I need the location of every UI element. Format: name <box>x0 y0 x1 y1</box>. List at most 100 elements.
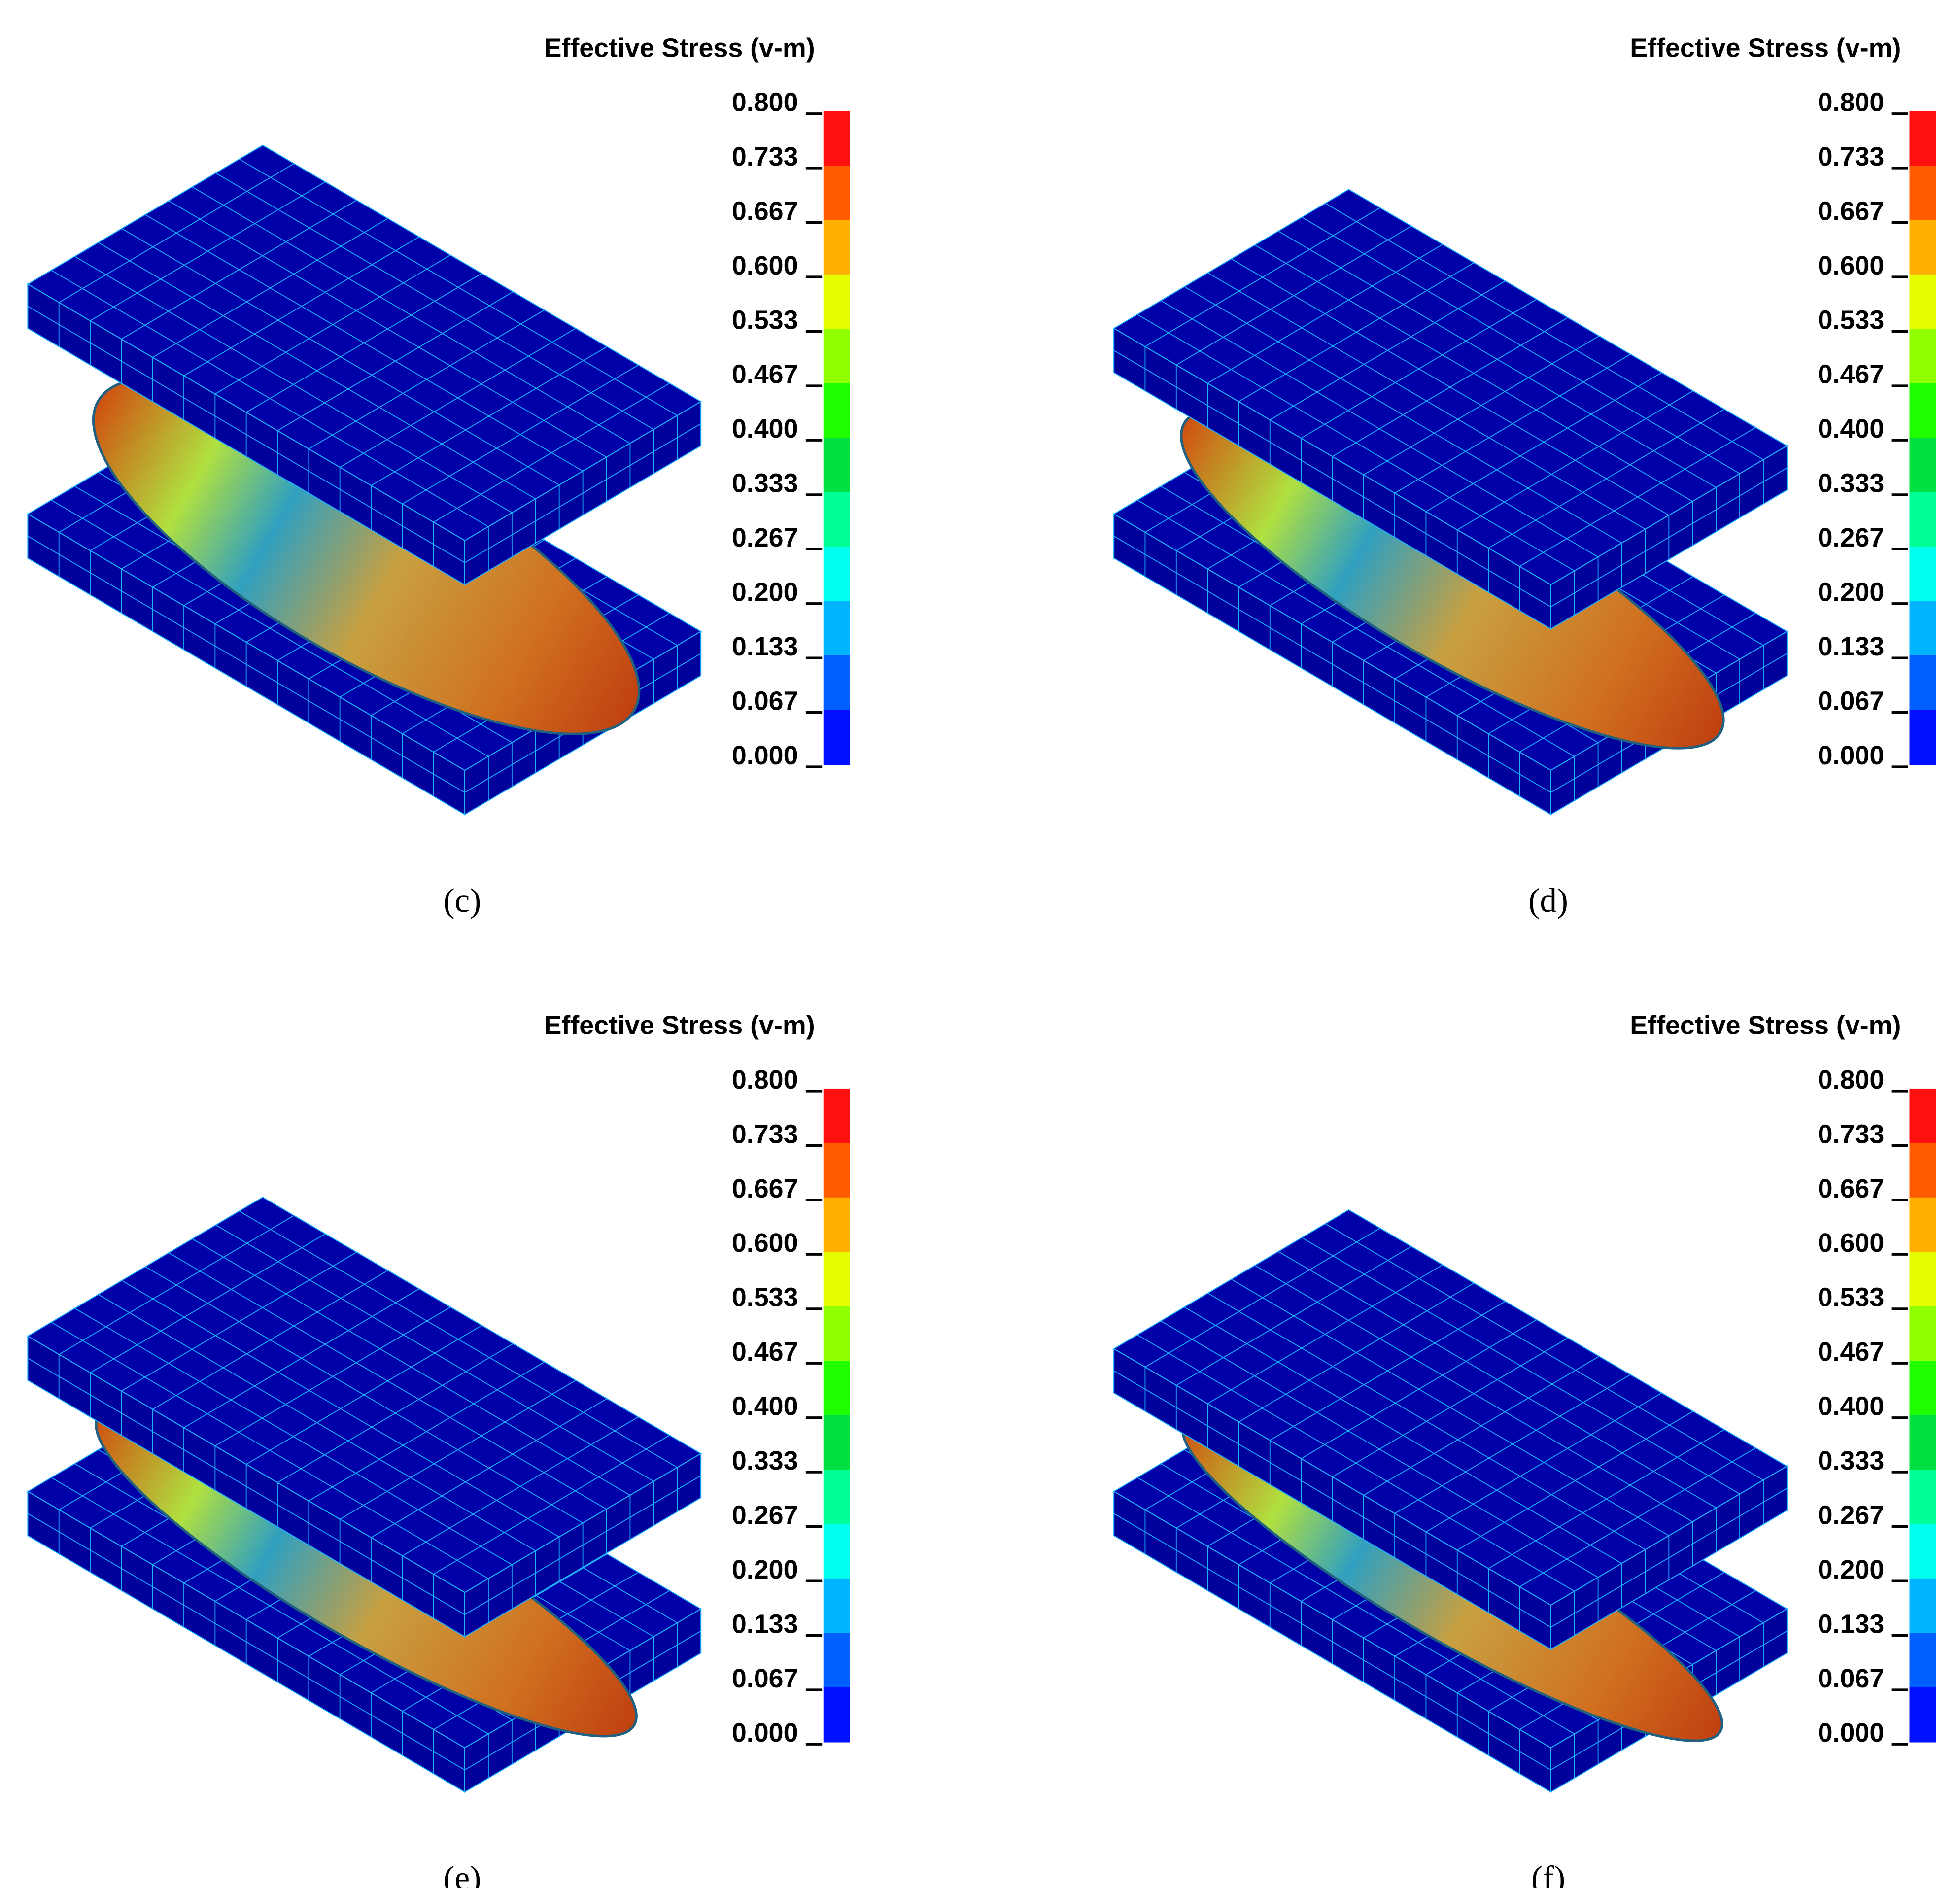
mesh-line <box>192 186 630 444</box>
color-band <box>823 1633 850 1688</box>
tick-label: 0.667 <box>1818 196 1885 226</box>
tick-label: 0.200 <box>1818 578 1885 607</box>
color-band <box>1909 655 1936 711</box>
color-band <box>1909 111 1936 167</box>
mesh-line <box>1207 1293 1646 1550</box>
mesh-line <box>239 1210 678 1468</box>
legend-title: Effective Stress (v-m) <box>544 33 815 63</box>
color-band <box>1909 438 1936 493</box>
mesh-line <box>51 500 489 757</box>
tick-label: 0.067 <box>1818 1664 1885 1693</box>
mesh-line <box>1113 1513 1551 1771</box>
color-band <box>823 1578 850 1634</box>
mesh-line <box>27 306 465 563</box>
color-band <box>823 383 850 439</box>
color-band <box>1909 710 1936 765</box>
tick-label: 0.667 <box>732 1174 798 1203</box>
color-band <box>823 1088 850 1144</box>
tick-label: 0.200 <box>732 1555 798 1584</box>
panel: Effective Stress (v-m) 0.800 0.733 0.667 0.6… <box>27 33 850 919</box>
tick-label: 0.267 <box>1818 1500 1885 1530</box>
color-band <box>1909 1470 1936 1525</box>
mesh-line <box>1325 203 1764 460</box>
tick-label: 0.533 <box>1818 1283 1885 1312</box>
tick-label: 0.533 <box>732 305 798 335</box>
tick-label: 0.067 <box>732 1664 798 1693</box>
tick-label: 0.000 <box>732 1718 798 1748</box>
mesh-line <box>51 270 489 527</box>
tick-label: 0.333 <box>1818 469 1885 498</box>
mesh-line <box>1137 500 1575 757</box>
mesh-line <box>1184 1306 1622 1564</box>
mesh-line <box>1325 1223 1764 1481</box>
tick-label: 0.467 <box>1818 1337 1885 1367</box>
legend-title: Effective Stress (v-m) <box>1630 1011 1901 1040</box>
mesh-line <box>145 1266 584 1524</box>
mesh-line <box>74 1308 513 1565</box>
color-band <box>823 1361 850 1416</box>
color-band <box>1909 1415 1936 1471</box>
mesh-line <box>98 1294 536 1551</box>
mesh-line <box>51 1477 489 1735</box>
color-band <box>1909 1578 1936 1634</box>
color-band <box>823 1306 850 1362</box>
panel: Effective Stress (v-m) 0.800 0.733 0.667 0.6… <box>1113 33 1936 919</box>
mesh-line <box>1550 1488 1788 1628</box>
tick-label: 0.800 <box>1818 88 1885 117</box>
panel: Effective Stress (v-m) 0.800 0.733 0.667 0.6… <box>1113 1011 1936 1888</box>
tick-label: 0.133 <box>732 1609 798 1639</box>
color-band <box>823 274 850 330</box>
color-band <box>1909 220 1936 275</box>
tick-label: 0.133 <box>1818 632 1885 661</box>
color-band <box>823 111 850 167</box>
mesh-line <box>1137 314 1575 572</box>
mesh-line <box>145 214 584 472</box>
color-band <box>1909 1306 1936 1362</box>
mesh-line <box>1207 272 1646 530</box>
color-band <box>1909 1088 1936 1144</box>
color-band <box>1909 329 1936 384</box>
caption: (c) <box>443 881 481 919</box>
tick-label: 0.200 <box>732 578 798 607</box>
tick-label: 0.000 <box>732 741 798 770</box>
mesh-line <box>1113 536 1551 793</box>
color-band <box>823 655 850 711</box>
color-band <box>823 329 850 384</box>
color-band <box>823 1687 850 1743</box>
color-band <box>823 601 850 656</box>
tick-label: 0.467 <box>1818 360 1885 389</box>
color-band <box>823 710 850 765</box>
mesh-line <box>215 172 654 430</box>
mesh-line <box>27 536 465 793</box>
tick-label: 0.000 <box>1818 1718 1885 1748</box>
color-band <box>823 1470 850 1525</box>
color-band <box>1909 1687 1936 1743</box>
color-band <box>823 1252 850 1307</box>
mesh-line <box>1137 1477 1575 1735</box>
color-band <box>823 547 850 602</box>
mesh-line <box>1160 300 1599 557</box>
mesh-line <box>1113 1370 1551 1628</box>
mesh-line <box>27 1513 465 1771</box>
mesh-line <box>1550 467 1788 608</box>
tick-label: 0.400 <box>732 1392 798 1421</box>
mesh-line <box>168 200 607 458</box>
tick-label: 0.800 <box>1818 1065 1885 1095</box>
color-band <box>1909 1252 1936 1307</box>
tick-label: 0.000 <box>1818 741 1885 770</box>
tick-label: 0.267 <box>732 1500 798 1530</box>
color-band <box>1909 165 1936 221</box>
color-band <box>823 492 850 548</box>
mesh-line <box>1137 1334 1575 1592</box>
color-band <box>823 1524 850 1579</box>
mesh-line <box>121 1280 560 1538</box>
tick-label: 0.067 <box>732 686 798 716</box>
tick-label: 0.667 <box>1818 1174 1885 1203</box>
mesh-line <box>464 1475 701 1615</box>
mesh-line <box>1301 1237 1740 1495</box>
color-band <box>1909 601 1936 656</box>
color-band <box>1909 274 1936 330</box>
mesh-line <box>98 242 536 499</box>
